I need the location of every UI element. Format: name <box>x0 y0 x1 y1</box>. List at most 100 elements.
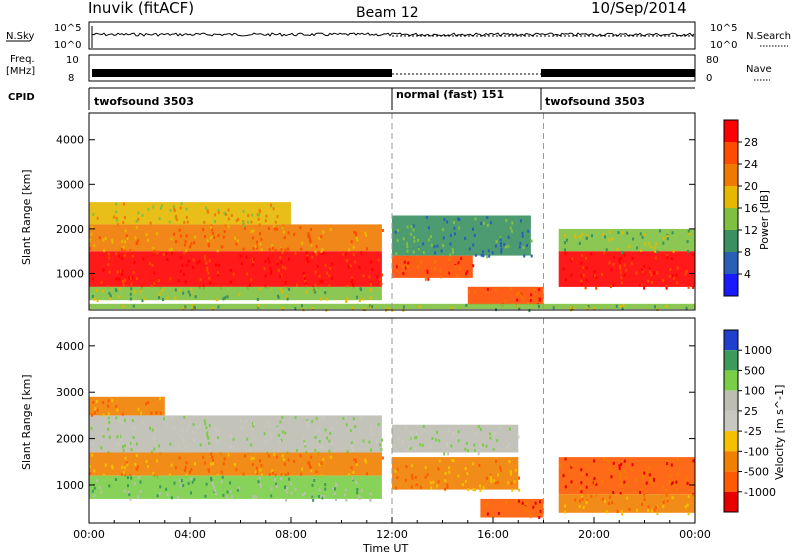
velocity-speckle <box>290 491 293 495</box>
power-speckle <box>89 238 91 242</box>
velocity-speckle <box>358 495 361 499</box>
power-speckle <box>314 250 317 254</box>
velocity-speckle <box>137 495 140 499</box>
velocity-y-axis: 1000 2000 3000 4000 <box>56 340 695 492</box>
power-speckle <box>454 265 457 269</box>
velocity-speckle <box>122 445 124 449</box>
power-speckle <box>449 270 452 274</box>
power-speckle <box>564 278 567 282</box>
velocity-speckle <box>129 441 132 445</box>
velocity-speckle <box>178 479 181 483</box>
power-speckle <box>252 229 255 233</box>
velocity-speckle <box>254 470 257 474</box>
power-speckle <box>108 270 111 274</box>
power-speckle <box>387 307 390 311</box>
velocity-speckle <box>264 450 267 454</box>
velocity-speckle <box>435 438 438 442</box>
velocity-speckle <box>513 428 516 432</box>
power-speckle <box>468 247 471 251</box>
power-speckle <box>104 237 107 241</box>
velocity-speckle <box>464 479 467 483</box>
velocity-speckle <box>177 444 180 448</box>
power-speckle <box>211 228 214 232</box>
velocity-speckle <box>166 422 169 426</box>
power-speckle <box>612 283 615 287</box>
velocity-speckle <box>408 436 411 440</box>
velocity-speckle <box>669 474 672 478</box>
power-speckle <box>351 278 354 282</box>
power-speckle <box>252 260 255 264</box>
velocity-speckle <box>307 426 310 429</box>
power-speckle <box>350 240 353 244</box>
power-speckle <box>121 239 124 243</box>
velocity-speckle <box>352 448 354 452</box>
power-speckle <box>123 278 126 282</box>
power-speckle <box>217 263 220 267</box>
power-speckle <box>420 260 423 264</box>
velocity-speckle <box>303 442 306 446</box>
velocity-speckle <box>318 495 321 498</box>
power-speckle <box>641 268 644 271</box>
power-speckle <box>491 251 494 255</box>
velocity-speckle <box>158 444 160 448</box>
velocity-speckle <box>668 479 671 483</box>
power-speckle <box>178 288 181 292</box>
power-speckle <box>203 220 206 224</box>
velocity-speckle <box>420 485 422 489</box>
velocity-speckle <box>419 443 422 447</box>
velocity-speckle <box>360 489 363 493</box>
velocity-speckle <box>280 472 283 476</box>
velocity-speckle <box>301 493 304 497</box>
power-speckle <box>571 257 574 261</box>
power-speckle <box>307 259 310 263</box>
power-speckle <box>473 234 476 237</box>
velocity-speckle <box>220 470 223 474</box>
power-speckle <box>191 266 194 269</box>
velocity-speckle <box>185 461 188 465</box>
velocity-speckle <box>190 491 192 495</box>
power-speckle <box>118 277 121 281</box>
velocity-speckle <box>432 480 435 484</box>
power-speckle <box>137 211 140 215</box>
velocity-speckle <box>299 454 302 458</box>
power-speckle <box>538 305 540 308</box>
velocity-speckle <box>91 442 94 446</box>
velocity-speckle <box>306 420 309 424</box>
power-speckle <box>129 249 132 253</box>
power-speckle <box>217 305 220 309</box>
power-speckle <box>306 254 309 258</box>
power-speckle <box>204 234 206 238</box>
velocity-speckle <box>318 440 321 443</box>
velocity-speckle <box>256 471 259 475</box>
power-speckle <box>101 289 104 293</box>
velocity-speckle <box>457 439 460 443</box>
power-speckle <box>264 285 267 289</box>
power-speckle <box>194 306 196 310</box>
power-speckle <box>342 252 345 256</box>
velocity-speckle <box>619 473 622 477</box>
power-speckle <box>184 305 187 309</box>
power-speckle <box>247 220 249 224</box>
power-speckle <box>243 226 246 230</box>
velocity-speckle <box>408 431 411 435</box>
power-speckle <box>122 202 125 206</box>
velocity-speckle <box>414 476 417 480</box>
power-speckle <box>665 254 668 258</box>
velocity-speckle <box>347 429 350 433</box>
power-speckle <box>482 250 484 254</box>
velocity-speckle <box>671 496 674 500</box>
cpid-mode-1: twofsound 3503 <box>94 95 194 108</box>
velocity-speckle <box>394 469 397 473</box>
power-speckle <box>259 232 261 236</box>
velocity-speckle <box>465 441 468 445</box>
power-speckle <box>662 236 665 240</box>
velocity-speckle <box>259 484 262 488</box>
velocity-ytick-label: 1000 <box>56 479 84 492</box>
power-speckle <box>302 271 305 275</box>
power-speckle <box>115 210 118 214</box>
velocity-speckle <box>618 464 621 468</box>
power-speckle <box>276 227 278 231</box>
power-speckle <box>120 248 123 251</box>
power-speckle <box>348 248 351 252</box>
velocity-speckle <box>475 432 477 436</box>
